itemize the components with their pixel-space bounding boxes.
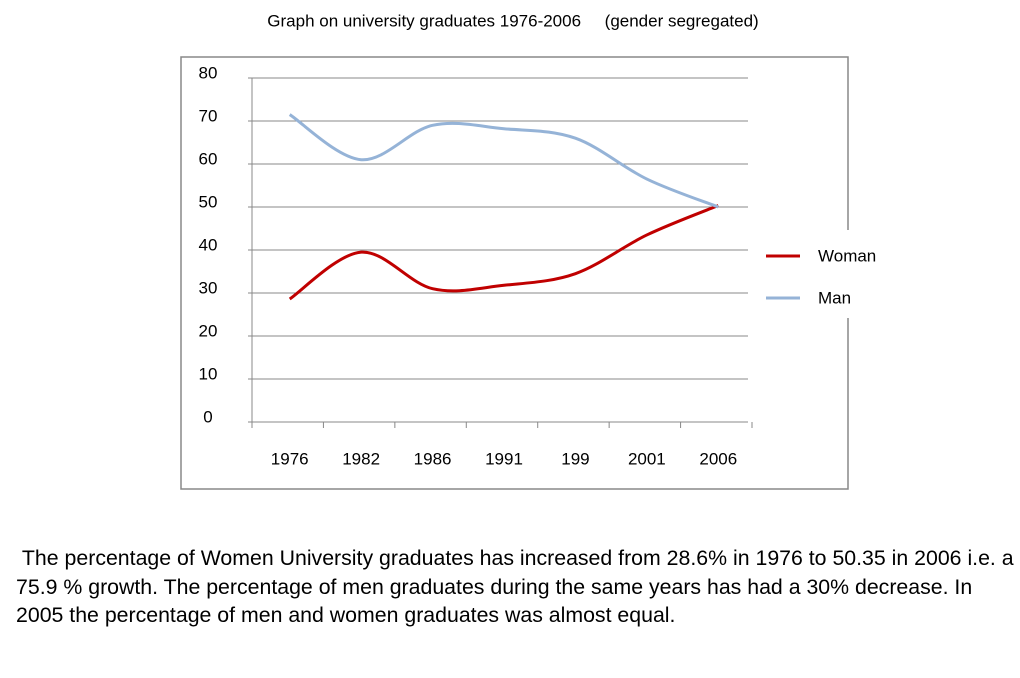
y-tick-label: 0 xyxy=(203,407,212,426)
chart-title: Graph on university graduates 1976-2006 … xyxy=(267,11,758,30)
x-tick-label: 1982 xyxy=(342,449,380,468)
y-tick-label: 40 xyxy=(199,235,218,254)
x-tick-label: 1976 xyxy=(271,449,309,468)
description-paragraph: The percentage of Women University gradu… xyxy=(16,546,1020,627)
x-tick-label: 1991 xyxy=(485,449,523,468)
y-tick-label: 10 xyxy=(199,364,218,383)
x-tick-label: 2006 xyxy=(699,449,737,468)
y-tick-label: 60 xyxy=(199,149,218,168)
chart-frame xyxy=(180,56,849,490)
chart: Graph on university graduates 1976-2006 … xyxy=(180,11,876,490)
series-line xyxy=(288,113,719,209)
x-tick-label: 1986 xyxy=(414,449,452,468)
y-tick-label: 20 xyxy=(199,321,218,340)
legend-label: Man xyxy=(818,288,851,307)
y-tick-label: 50 xyxy=(199,192,218,211)
x-tick-label: 199 xyxy=(561,449,589,468)
legend-label: Woman xyxy=(818,246,876,265)
y-tick-label: 70 xyxy=(199,106,218,125)
x-tick-label: 2001 xyxy=(628,449,666,468)
y-tick-label: 30 xyxy=(199,278,218,297)
series-line xyxy=(288,204,719,301)
y-tick-label: 80 xyxy=(199,63,218,82)
